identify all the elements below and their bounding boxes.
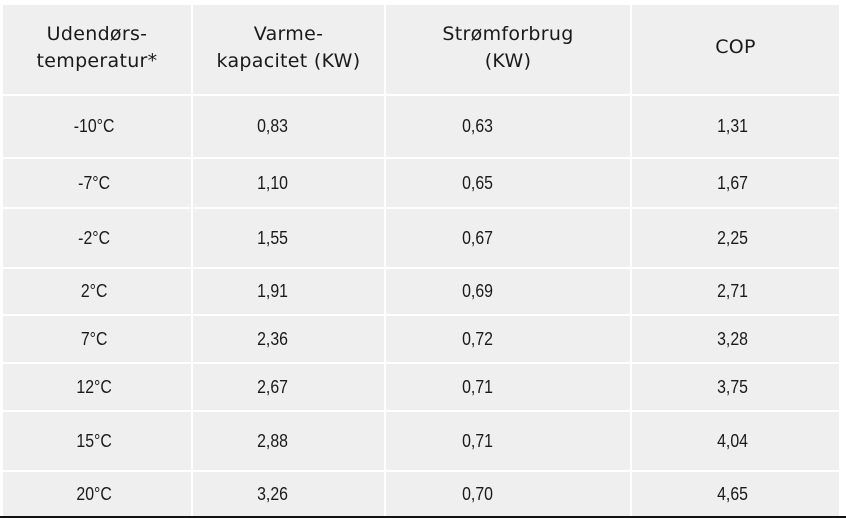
cell-text: 2,88: [257, 430, 288, 451]
cell-text: 0,69: [462, 281, 494, 301]
cell-power-consumption: 0,71: [386, 364, 630, 410]
cell-text: 2,36: [257, 328, 288, 349]
cell-text: 20°C: [76, 484, 112, 504]
heat-pump-performance-table-container: Udendørs- temperatur* Varme- kapacitet (…: [1, 3, 841, 519]
cell-heating-capacity: 2,67: [193, 364, 384, 410]
cell-heating-capacity: 3,26: [193, 472, 384, 517]
cell-text: 4,04: [717, 430, 748, 451]
header-text-line1: COP: [715, 36, 756, 58]
header-power-consumption: Strømforbrug (KW): [386, 5, 630, 94]
cell-text: 1,67: [717, 172, 748, 193]
cell-power-consumption: 0,67: [386, 209, 630, 267]
cell-text: 1,31: [717, 116, 748, 136]
cell-text: -10°C: [73, 116, 115, 136]
cell-heating-capacity: 1,10: [193, 159, 384, 207]
cell-text: 7°C: [80, 328, 108, 349]
cell-text: 2°C: [80, 281, 108, 301]
cell-text: 15°C: [76, 430, 112, 451]
cell-temperature: -2°C: [3, 209, 191, 267]
cell-text: 0,65: [462, 172, 494, 193]
cell-text: 1,55: [257, 227, 288, 248]
cell-heating-capacity: 2,36: [193, 316, 384, 362]
cell-text: 3,26: [257, 484, 288, 504]
cell-text: 12°C: [76, 376, 112, 397]
cell-text: 0,83: [257, 116, 288, 136]
cell-temperature: -10°C: [3, 96, 191, 157]
cell-text: 0,72: [462, 328, 494, 349]
cell-text: 1,91: [257, 281, 288, 301]
cell-power-consumption: 0,72: [386, 316, 630, 362]
table-row: 2°C 1,91 0,69 2,71: [3, 269, 839, 314]
cell-heating-capacity: 1,55: [193, 209, 384, 267]
header-cop: COP: [632, 5, 839, 94]
header-outdoor-temperature: Udendørs- temperatur*: [3, 5, 191, 94]
header-text-line1: Udendørs-: [46, 22, 148, 45]
cell-power-consumption: 0,71: [386, 412, 630, 470]
cell-heating-capacity: 0,83: [193, 96, 384, 157]
cell-cop: 2,25: [632, 209, 839, 267]
table-row: -2°C 1,55 0,67 2,25: [3, 209, 839, 267]
cell-text: 2,71: [717, 281, 748, 301]
header-row: Udendørs- temperatur* Varme- kapacitet (…: [3, 5, 839, 94]
cell-cop: 4,04: [632, 412, 839, 470]
cell-text: 0,71: [462, 376, 494, 397]
cell-temperature: 7°C: [3, 316, 191, 362]
cell-text: 0,67: [462, 227, 494, 248]
cell-heating-capacity: 1,91: [193, 269, 384, 314]
bottom-rule-divider: [0, 516, 846, 518]
cell-cop: 3,75: [632, 364, 839, 410]
header-text-line2: temperatur*: [36, 49, 158, 72]
cell-cop: 2,71: [632, 269, 839, 314]
cell-power-consumption: 0,70: [386, 472, 630, 517]
cell-cop: 3,28: [632, 316, 839, 362]
cell-text: 3,28: [717, 328, 748, 349]
cell-heating-capacity: 2,88: [193, 412, 384, 470]
cell-text: 4,65: [717, 484, 748, 504]
cell-text: 1,10: [257, 172, 288, 193]
cell-cop: 1,31: [632, 96, 839, 157]
table-row: 7°C 2,36 0,72 3,28: [3, 316, 839, 362]
table-row: -7°C 1,10 0,65 1,67: [3, 159, 839, 207]
cell-text: 2,25: [717, 227, 748, 248]
cell-power-consumption: 0,63: [386, 96, 630, 157]
table-row: 15°C 2,88 0,71 4,04: [3, 412, 839, 470]
cell-cop: 1,67: [632, 159, 839, 207]
table-row: -10°C 0,83 0,63 1,31: [3, 96, 839, 157]
cell-text: -7°C: [78, 172, 110, 193]
cell-temperature: 2°C: [3, 269, 191, 314]
cell-text: 0,71: [462, 430, 494, 451]
header-text-line1: Varme-: [253, 22, 324, 45]
cell-temperature: -7°C: [3, 159, 191, 207]
header-heating-capacity: Varme- kapacitet (KW): [193, 5, 384, 94]
cell-text: 2,67: [257, 376, 288, 397]
cell-text: 0,63: [462, 116, 494, 136]
header-text-line2: kapacitet (KW): [216, 49, 361, 72]
cell-text: -2°C: [78, 227, 110, 248]
cell-temperature: 12°C: [3, 364, 191, 410]
table-row: 20°C 3,26 0,70 4,65: [3, 472, 839, 517]
cell-text: 3,75: [717, 376, 748, 397]
cell-temperature: 15°C: [3, 412, 191, 470]
cell-power-consumption: 0,69: [386, 269, 630, 314]
header-text-line2: (KW): [484, 49, 532, 72]
header-text-line1: Strømforbrug: [442, 22, 574, 45]
cell-cop: 4,65: [632, 472, 839, 517]
cell-power-consumption: 0,65: [386, 159, 630, 207]
cell-temperature: 20°C: [3, 472, 191, 517]
table-row: 12°C 2,67 0,71 3,75: [3, 364, 839, 410]
heat-pump-performance-table: Udendørs- temperatur* Varme- kapacitet (…: [1, 3, 841, 519]
cell-text: 0,70: [462, 484, 494, 504]
